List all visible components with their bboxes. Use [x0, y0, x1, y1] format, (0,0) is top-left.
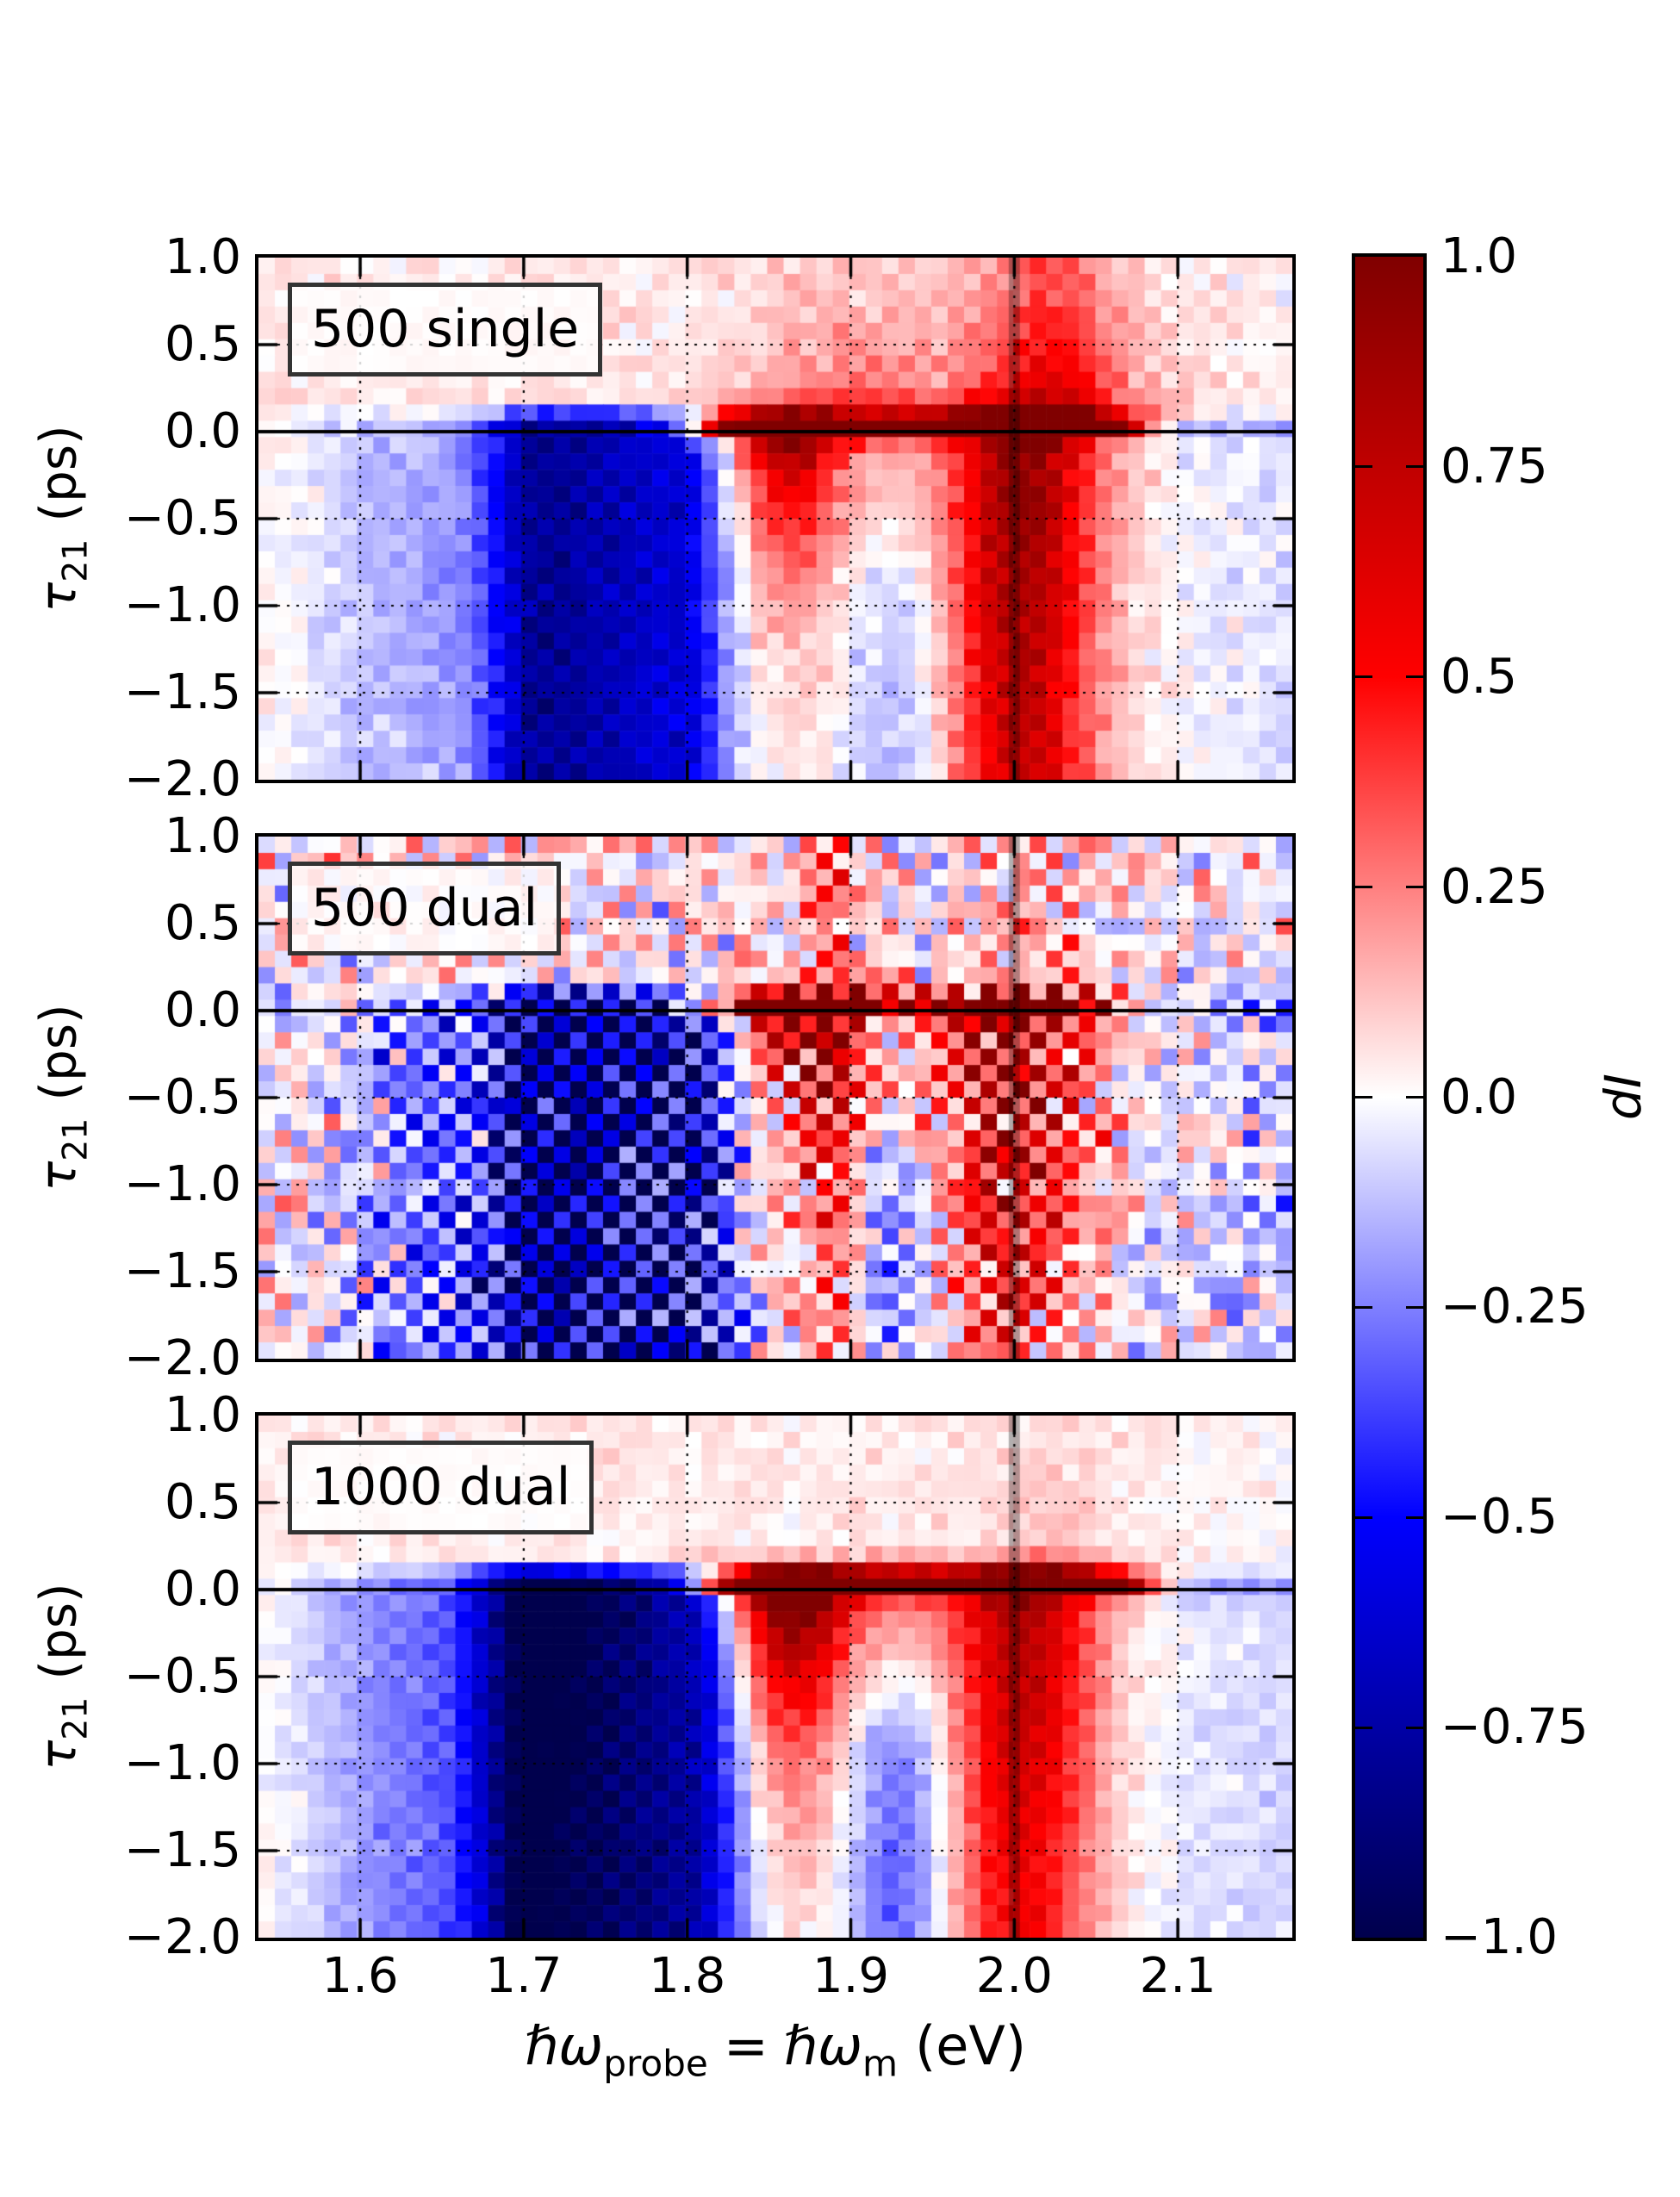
colorbar-tick: [1355, 886, 1372, 889]
colorbar-tick: [1406, 1305, 1423, 1309]
y-tick-label: 1.0: [164, 1387, 241, 1443]
colorbar-tick-label: 0.0: [1440, 1068, 1518, 1125]
panel-label: 500 single: [311, 299, 580, 359]
y-tick-label: 0.5: [164, 316, 241, 372]
heatmap-panel-500-single: 500 single: [255, 254, 1296, 783]
colorbar-tick-label: 0.75: [1440, 438, 1548, 495]
y-tick-label: −1.5: [124, 1243, 241, 1299]
colorbar-tick-label: −0.5: [1440, 1489, 1558, 1546]
heatmap-panel-1000-dual: 1000 dual: [255, 1412, 1296, 1941]
panel-label: 500 dual: [311, 878, 538, 938]
panel-label-box: 1000 dual: [288, 1441, 594, 1534]
colorbar-tick: [1406, 465, 1423, 469]
y-tick-label: −1.5: [124, 664, 241, 720]
colorbar-tick: [1406, 1726, 1423, 1729]
x-axis-label: ℏωprobe = ℏωm (eV): [524, 2014, 1027, 2085]
panel-label-box: 500 dual: [288, 862, 562, 955]
x-tick-label: 2.0: [975, 1948, 1053, 2004]
colorbar-tick-label: 0.25: [1440, 858, 1548, 915]
y-tick-label: 1.0: [164, 808, 241, 864]
colorbar-tick-label: −0.75: [1440, 1699, 1589, 1756]
heatmap-panel-500-dual: 500 dual: [255, 833, 1296, 1362]
y-tick-label: −1.5: [124, 1822, 241, 1878]
y-tick-label: −1.0: [124, 577, 241, 633]
y-tick-label: −0.5: [124, 1069, 241, 1125]
x-tick-label: 1.8: [649, 1948, 726, 2004]
y-axis-label-panel-1: τ21(ps): [28, 425, 96, 613]
y-tick-label: 0.0: [164, 403, 241, 459]
panel-label-box: 500 single: [288, 283, 603, 377]
colorbar-tick-label: −1.0: [1440, 1909, 1558, 1965]
y-tick-label: −1.0: [124, 1156, 241, 1212]
colorbar-tick-label: 1.0: [1440, 228, 1518, 284]
y-tick-label: −2.0: [124, 1909, 241, 1965]
colorbar-title: dI: [1594, 1074, 1652, 1120]
y-tick-label: 0.0: [164, 1561, 241, 1617]
y-tick-label: −1.0: [124, 1735, 241, 1791]
x-tick-label: 1.6: [321, 1948, 399, 2004]
y-tick-label: −0.5: [124, 490, 241, 546]
colorbar-tick: [1406, 675, 1423, 679]
y-tick-label: 1.0: [164, 229, 241, 285]
y-tick-label: 0.5: [164, 895, 241, 951]
colorbar-tick-label: −0.25: [1440, 1279, 1589, 1335]
colorbar-tick: [1406, 1096, 1423, 1098]
colorbar-tick: [1355, 465, 1372, 469]
colorbar-tick: [1406, 886, 1423, 889]
y-tick-label: −0.5: [124, 1648, 241, 1704]
y-axis-label-panel-3: τ21(ps): [28, 1583, 96, 1771]
y-tick-label: 0.0: [164, 982, 241, 1038]
colorbar-tick: [1355, 675, 1372, 679]
y-tick-label: −2.0: [124, 1330, 241, 1386]
colorbar-tick-label: 0.5: [1440, 648, 1518, 705]
x-tick-label: 2.1: [1139, 1948, 1216, 2004]
y-tick-label: 0.5: [164, 1474, 241, 1530]
colorbar-tick: [1406, 1515, 1423, 1519]
colorbar-tick: [1355, 1096, 1372, 1098]
colorbar: [1352, 253, 1427, 1941]
panel-label: 1000 dual: [311, 1457, 571, 1517]
colorbar-tick: [1355, 1726, 1372, 1729]
x-tick-label: 1.9: [812, 1948, 890, 2004]
colorbar-tick: [1355, 1515, 1372, 1519]
y-tick-label: −2.0: [124, 751, 241, 807]
x-tick-label: 1.7: [485, 1948, 563, 2004]
y-axis-label-panel-2: τ21(ps): [28, 1004, 96, 1192]
colorbar-tick: [1355, 1305, 1372, 1309]
